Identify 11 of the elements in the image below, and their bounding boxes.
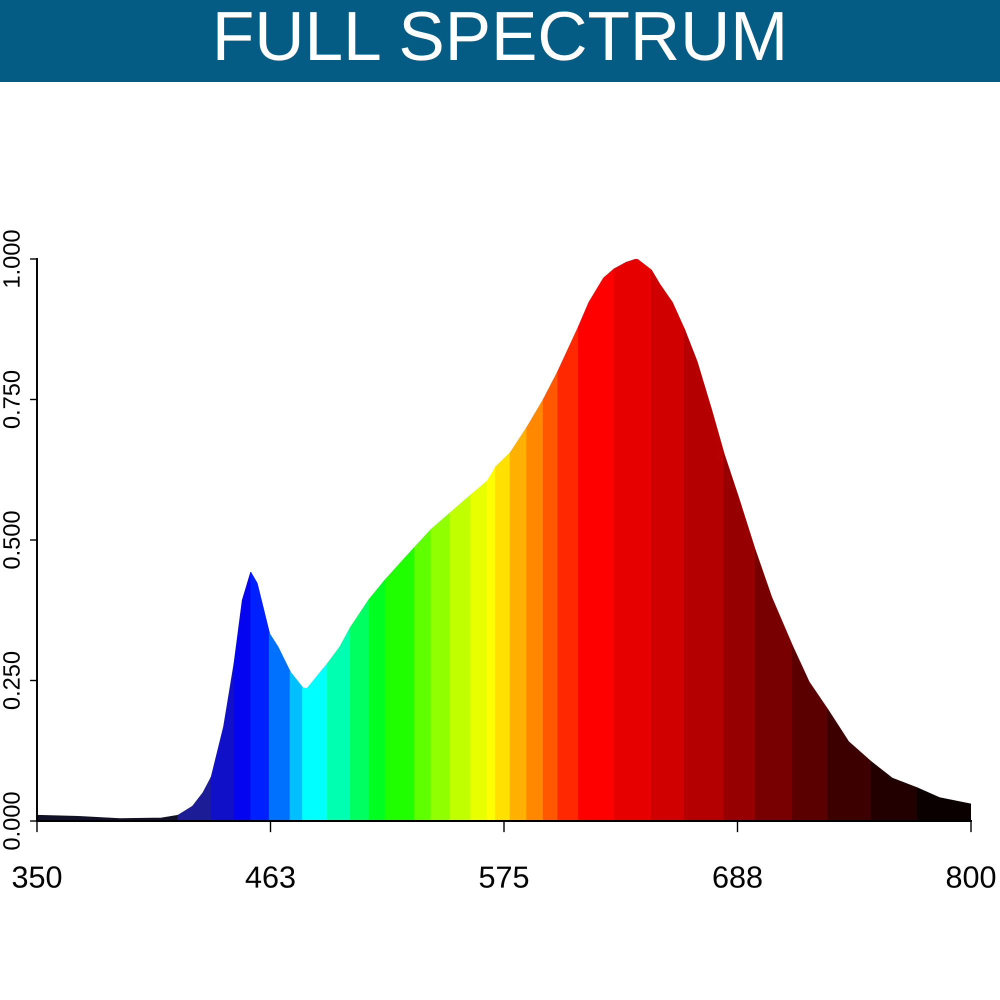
x-tick-label: 688: [714, 866, 762, 888]
x-tick-label: 350: [12, 866, 62, 888]
x-tick-label: 800: [946, 866, 996, 888]
y-tick-label: 0.250: [3, 652, 20, 710]
chart-title: FULL SPECTRUM: [218, 11, 782, 61]
x-tick-label: 575: [480, 866, 528, 888]
x-tick-label: 463: [246, 866, 295, 888]
y-tick-label: 0.000: [3, 792, 20, 850]
y-tick-label: 1.000: [3, 230, 20, 287]
y-tick-label: 0.750: [3, 370, 20, 428]
y-tick-label: 0.500: [3, 511, 20, 569]
